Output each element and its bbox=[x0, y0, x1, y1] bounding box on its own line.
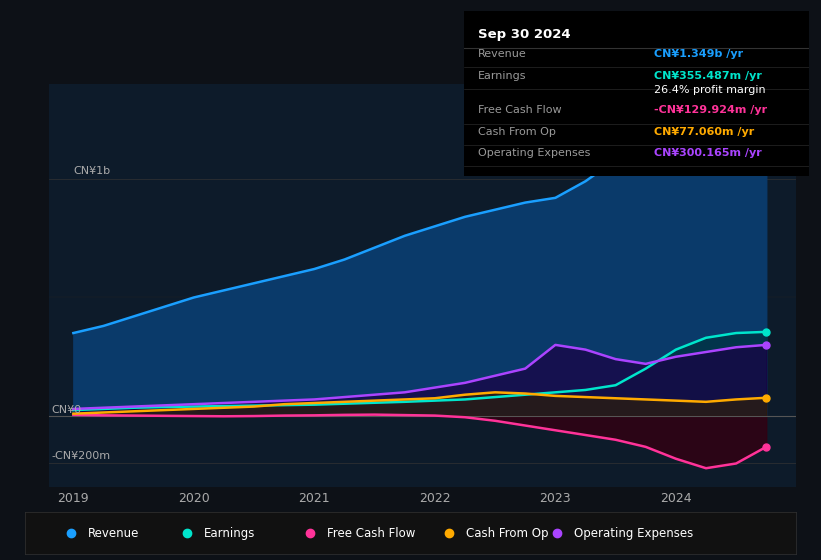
Text: 26.4% profit margin: 26.4% profit margin bbox=[654, 86, 765, 95]
Text: CN¥1.349b /yr: CN¥1.349b /yr bbox=[654, 49, 743, 59]
Text: -CN¥129.924m /yr: -CN¥129.924m /yr bbox=[654, 105, 767, 115]
Text: CN¥300.165m /yr: CN¥300.165m /yr bbox=[654, 148, 761, 158]
Text: CN¥355.487m /yr: CN¥355.487m /yr bbox=[654, 71, 761, 81]
Text: Cash From Op: Cash From Op bbox=[478, 127, 556, 137]
Text: Free Cash Flow: Free Cash Flow bbox=[478, 105, 562, 115]
Text: Sep 30 2024: Sep 30 2024 bbox=[478, 28, 571, 41]
Text: Revenue: Revenue bbox=[88, 527, 140, 540]
Text: Revenue: Revenue bbox=[478, 49, 526, 59]
Text: Operating Expenses: Operating Expenses bbox=[574, 527, 694, 540]
Text: CN¥77.060m /yr: CN¥77.060m /yr bbox=[654, 127, 754, 137]
Text: CN¥1b: CN¥1b bbox=[73, 166, 111, 176]
Text: CN¥0: CN¥0 bbox=[52, 405, 82, 415]
Text: Free Cash Flow: Free Cash Flow bbox=[327, 527, 415, 540]
Text: Operating Expenses: Operating Expenses bbox=[478, 148, 590, 158]
Text: Earnings: Earnings bbox=[204, 527, 255, 540]
Text: Earnings: Earnings bbox=[478, 71, 526, 81]
Text: -CN¥200m: -CN¥200m bbox=[52, 451, 111, 461]
Text: Cash From Op: Cash From Op bbox=[466, 527, 548, 540]
